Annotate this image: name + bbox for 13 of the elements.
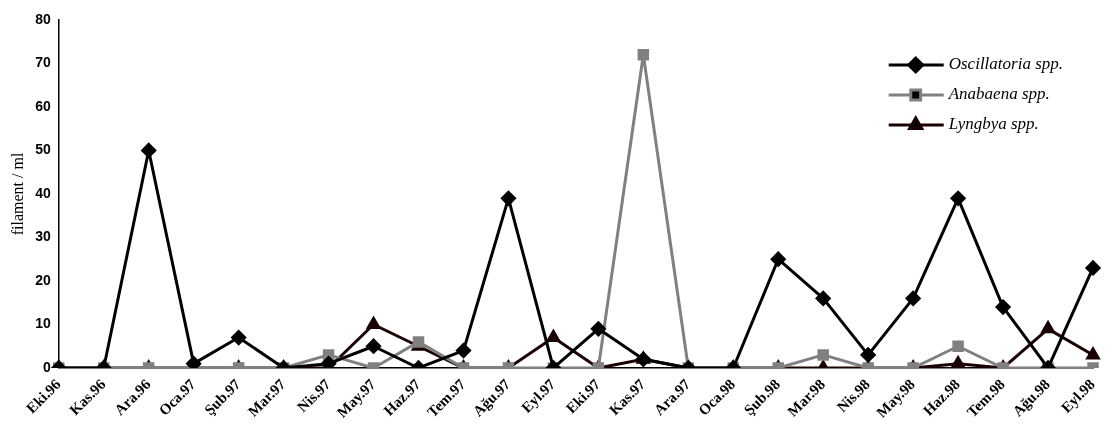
y-tick-label: 0 [42, 358, 51, 375]
y-tick-label: 70 [35, 54, 51, 71]
y-tick-label: 80 [35, 10, 51, 27]
legend-label: Oscillatoria spp. [948, 54, 1064, 74]
y-tick-label: 30 [35, 228, 51, 245]
y-tick-label: 50 [35, 141, 51, 158]
y-axis-title: filament / ml [8, 152, 26, 236]
y-tick-label: 20 [35, 271, 51, 288]
legend-label: Lyngbya spp. [947, 114, 1039, 134]
y-tick-label: 40 [35, 184, 51, 201]
y-tick-label: 60 [35, 97, 51, 114]
legend-label: Anabaena spp. [947, 84, 1050, 104]
y-tick-label: 10 [35, 315, 51, 332]
